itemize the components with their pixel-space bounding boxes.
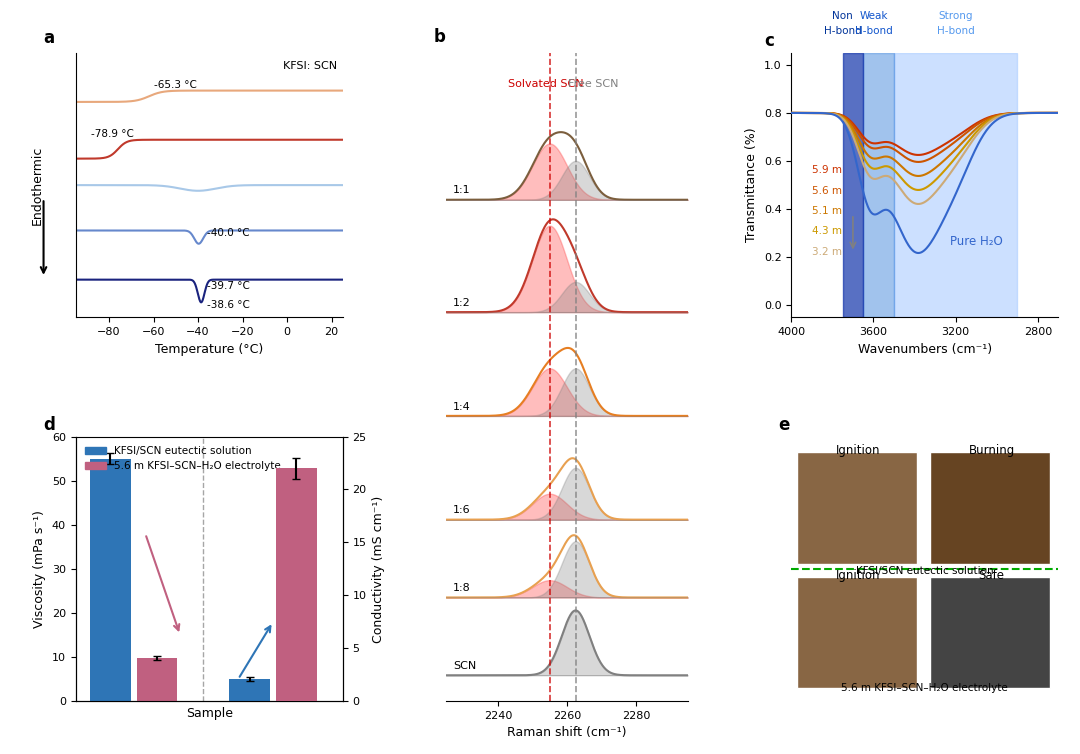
Bar (894, 53, 1017, 317)
Bar (90, 458, 131, 701)
X-axis label: Wavenumbers (cm⁻¹): Wavenumbers (cm⁻¹) (858, 343, 991, 356)
Text: 4.3 m: 4.3 m (812, 226, 841, 237)
X-axis label: Sample: Sample (186, 706, 232, 720)
Text: H-bond: H-bond (824, 26, 862, 35)
Y-axis label: Transmittance (%): Transmittance (%) (745, 127, 758, 243)
X-axis label: Raman shift (cm⁻¹): Raman shift (cm⁻¹) (508, 727, 626, 740)
Text: -39.7 °C: -39.7 °C (207, 281, 249, 291)
Text: Safe: Safe (978, 569, 1004, 582)
Text: 1:6: 1:6 (454, 505, 471, 515)
Text: -78.9 °C: -78.9 °C (91, 129, 134, 139)
Text: 5.9 m: 5.9 m (812, 165, 841, 175)
Text: Non: Non (833, 11, 853, 21)
Text: 3.2 m: 3.2 m (812, 247, 841, 257)
Text: SCN: SCN (454, 661, 476, 671)
Text: -38.6 °C: -38.6 °C (207, 300, 249, 310)
Bar (797, 452, 917, 563)
Text: b: b (434, 29, 446, 46)
Bar (863, 53, 894, 317)
Legend: KFSI/SCN eutectic solution, 5.6 m KFSI–SCN–H₂O electrolyte: KFSI/SCN eutectic solution, 5.6 m KFSI–S… (81, 442, 285, 475)
Text: 1:1: 1:1 (454, 185, 471, 195)
Text: Weak: Weak (860, 11, 888, 21)
Y-axis label: Viscosity (mPa s⁻¹): Viscosity (mPa s⁻¹) (33, 510, 46, 628)
Text: KFSI: SCN: KFSI: SCN (283, 61, 337, 71)
Text: e: e (778, 416, 789, 434)
Text: 5.1 m: 5.1 m (812, 206, 841, 216)
Text: c: c (765, 32, 774, 50)
Text: d: d (43, 416, 55, 434)
Text: 5.6 m: 5.6 m (812, 185, 841, 195)
Bar (797, 577, 917, 688)
Bar (136, 658, 177, 701)
X-axis label: Temperature (°C): Temperature (°C) (156, 343, 264, 356)
Text: 1:2: 1:2 (454, 298, 471, 308)
Text: 1:8: 1:8 (454, 583, 471, 593)
Bar (930, 452, 1051, 563)
Bar (842, 53, 863, 317)
Text: Solvated SCN: Solvated SCN (509, 79, 584, 90)
Text: H-bond: H-bond (854, 26, 892, 35)
Bar (275, 468, 316, 701)
Text: a: a (43, 29, 55, 48)
Text: -65.3 °C: -65.3 °C (153, 80, 197, 90)
Text: Ignition: Ignition (836, 569, 880, 582)
Text: KFSI/SCN eutectic solution: KFSI/SCN eutectic solution (856, 566, 994, 576)
Bar (229, 679, 270, 701)
Bar (930, 577, 1051, 688)
Text: Pure H₂O: Pure H₂O (949, 235, 1002, 248)
Text: Burning: Burning (969, 445, 1015, 458)
Y-axis label: Conductivity (mS cm⁻¹): Conductivity (mS cm⁻¹) (373, 495, 386, 642)
Text: H-bond: H-bond (936, 26, 974, 35)
Y-axis label: Endothermic: Endothermic (30, 146, 43, 225)
Text: Ignition: Ignition (836, 445, 880, 458)
Text: Strong: Strong (939, 11, 973, 21)
Text: 1:4: 1:4 (454, 402, 471, 412)
Text: 5.6 m KFSI–SCN–H₂O electrolyte: 5.6 m KFSI–SCN–H₂O electrolyte (841, 683, 1009, 693)
Text: Free SCN: Free SCN (568, 79, 618, 90)
Text: -40.0 °C: -40.0 °C (207, 228, 249, 238)
